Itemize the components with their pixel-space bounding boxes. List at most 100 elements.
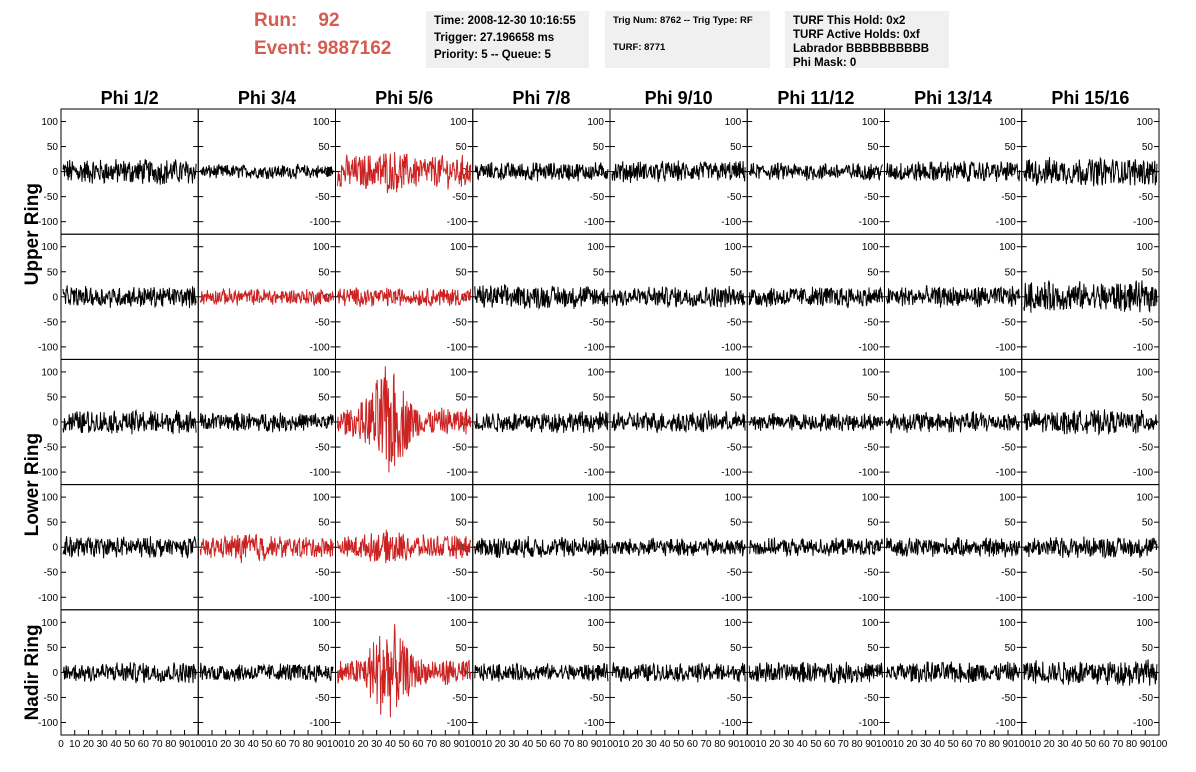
- y-tick-label: 50: [867, 518, 879, 529]
- x-tick-label: 40: [1071, 739, 1083, 750]
- y-tick-label: 50: [1142, 518, 1154, 529]
- x-tick-label: 100: [1013, 739, 1030, 750]
- y-tick-label: -50: [315, 443, 330, 454]
- waveform-trace: [886, 160, 1021, 183]
- y-tick-label: -50: [727, 568, 742, 579]
- x-tick-label: 90: [591, 739, 603, 750]
- y-tick-label: 100: [862, 618, 879, 629]
- y-tick-label: -50: [727, 317, 742, 328]
- y-tick-label: -100: [584, 217, 604, 228]
- y-tick-label: 0: [52, 418, 58, 429]
- turf-line: TURF: 8771: [613, 42, 666, 53]
- waveform-trace: [886, 411, 1020, 434]
- y-tick-label: -100: [309, 342, 329, 353]
- y-tick-label: 50: [456, 643, 468, 654]
- x-tick-label: 30: [646, 739, 658, 750]
- y-tick-label: 0: [52, 292, 58, 303]
- trig-line: Trig Num: 8762 -- Trig Type: RF: [613, 15, 753, 26]
- y-tick-label: -100: [309, 468, 329, 479]
- y-tick-label: -100: [1133, 342, 1153, 353]
- x-tick-label: 80: [851, 739, 863, 750]
- y-tick-label: 50: [318, 267, 330, 278]
- x-tick-label: 70: [289, 739, 301, 750]
- x-tick-label: 50: [948, 739, 960, 750]
- x-tick-label: 100: [1151, 739, 1168, 750]
- labrador-line: Labrador BBBBBBBBBB: [793, 43, 930, 55]
- y-tick-label: -50: [452, 443, 467, 454]
- y-tick-label: 0: [324, 418, 330, 429]
- x-tick-label: 20: [632, 739, 644, 750]
- y-tick-label: 50: [1142, 267, 1154, 278]
- y-tick-label: 50: [730, 142, 742, 153]
- y-tick-label: -100: [309, 718, 329, 729]
- y-tick-label: 0: [461, 167, 467, 178]
- y-tick-label: 50: [1005, 392, 1017, 403]
- y-tick-label: 100: [313, 618, 330, 629]
- waveform-trace: [474, 535, 609, 558]
- y-tick-label: 100: [313, 367, 330, 378]
- x-tick-label: 60: [1099, 739, 1111, 750]
- x-tick-label: 100: [602, 739, 619, 750]
- trigger-info-box: Trig Num: 8762 -- Trig Type: RF TURF: 87…: [605, 11, 770, 68]
- y-tick-label: -50: [44, 568, 59, 579]
- y-tick-label: 100: [587, 493, 604, 504]
- y-tick-label: 100: [725, 117, 742, 128]
- y-tick-label: -50: [1139, 192, 1154, 203]
- y-tick-label: -50: [727, 693, 742, 704]
- waveform-trace: [62, 662, 197, 684]
- y-tick-label: -100: [447, 217, 467, 228]
- y-tick-label: 100: [587, 117, 604, 128]
- x-tick-label: 20: [357, 739, 369, 750]
- y-tick-label: 100: [41, 493, 58, 504]
- column-label: Phi 1/2: [101, 88, 159, 108]
- x-tick-label: 40: [110, 739, 122, 750]
- y-tick-label: 100: [41, 367, 58, 378]
- y-tick-label: 50: [730, 643, 742, 654]
- y-tick-label: -100: [721, 342, 741, 353]
- x-tick-label: 20: [83, 739, 95, 750]
- x-tick-label: 50: [1085, 739, 1097, 750]
- y-tick-label: 100: [450, 367, 467, 378]
- x-tick-label: 80: [577, 739, 589, 750]
- y-tick-label: 50: [47, 518, 59, 529]
- column-label: Phi 13/14: [914, 88, 992, 108]
- y-tick-label: 100: [862, 367, 879, 378]
- y-tick-label: 50: [1005, 142, 1017, 153]
- x-tick-label: 100: [739, 739, 756, 750]
- y-tick-label: 100: [41, 242, 58, 253]
- y-tick-label: 100: [999, 242, 1016, 253]
- waveform-trace: [1023, 536, 1158, 559]
- waveform-trace: [611, 285, 746, 308]
- x-tick-label: 10: [1030, 739, 1042, 750]
- x-tick-label: 30: [920, 739, 932, 750]
- y-tick-label: 100: [587, 618, 604, 629]
- y-tick-label: -50: [590, 443, 605, 454]
- x-tick-label: 100: [327, 739, 344, 750]
- run-number: Run: 92: [254, 10, 340, 32]
- y-tick-label: 100: [1136, 117, 1153, 128]
- y-tick-label: -50: [1001, 693, 1016, 704]
- run-label: Run:: [254, 10, 298, 31]
- waveform-trace: [62, 159, 197, 185]
- x-tick-label: 80: [165, 739, 177, 750]
- y-tick-label: 50: [318, 392, 330, 403]
- y-tick-label: 50: [730, 267, 742, 278]
- y-tick-label: 50: [1005, 518, 1017, 529]
- y-tick-label: -100: [996, 593, 1016, 604]
- y-tick-label: -100: [584, 468, 604, 479]
- y-tick-label: 0: [52, 668, 58, 679]
- y-tick-label: 100: [1136, 367, 1153, 378]
